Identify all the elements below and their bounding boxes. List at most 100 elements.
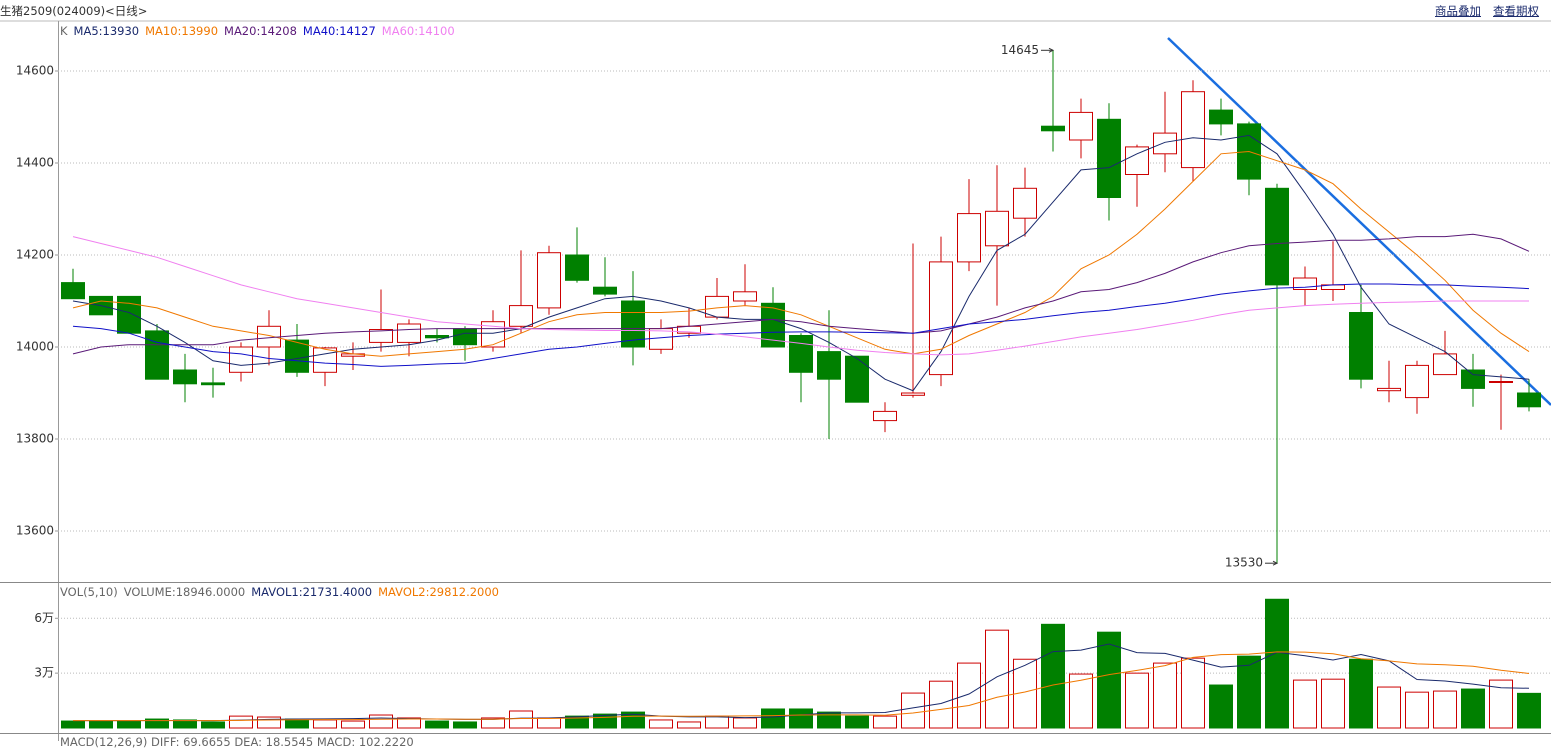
volume-bar: [761, 708, 785, 729]
y-tick-label: 14600: [16, 64, 54, 78]
candle-body: [1433, 353, 1457, 376]
candle-body: [145, 330, 169, 380]
legend-entry: MA20:14208: [224, 24, 297, 38]
volume-bar: [117, 720, 141, 729]
title: 生猪2509(024009)<日线>: [0, 4, 148, 18]
legend: K MA5:13930 MA10:13990 MA20:14208 MA40:1412…: [60, 24, 455, 38]
volume-bar: [1461, 688, 1485, 729]
volume-bar: [313, 719, 337, 729]
volume-bar: [229, 715, 253, 729]
volume-bar: [481, 717, 505, 729]
volume-bar: [901, 692, 925, 729]
candle-body: [117, 295, 141, 334]
candle-body: [453, 328, 477, 346]
volume-bar: [145, 718, 169, 729]
candle-body: [397, 323, 421, 343]
candle-body: [1041, 125, 1065, 132]
candle-body: [509, 305, 533, 327]
candle-body: [957, 213, 981, 263]
volume-bar: [1181, 657, 1205, 729]
candle-body: [201, 382, 225, 386]
legend-entry: MA60:14100: [381, 24, 455, 38]
candle-body: [1489, 381, 1513, 383]
ma-line: [73, 651, 1530, 722]
candle-body: [1461, 369, 1485, 389]
volume-bar: [173, 719, 197, 729]
candle-body: [481, 321, 505, 348]
extreme-arrowhead: [1048, 47, 1055, 53]
link[interactable]: 查看期权: [1493, 4, 1539, 18]
candle-body: [537, 252, 561, 309]
candle-body: [1517, 392, 1541, 408]
ma-line: [72, 233, 1530, 355]
candle-body: [1405, 364, 1429, 399]
volume-bar: [537, 717, 561, 729]
volume-bar: [1265, 598, 1289, 729]
y-tick-label: 14400: [16, 156, 54, 170]
candle-body: [929, 261, 953, 376]
volume-bar: [649, 719, 673, 729]
volume-bar: [1433, 690, 1457, 729]
candle-body: [985, 210, 1009, 247]
volume-bar: [1013, 658, 1037, 729]
candle-body: [313, 347, 337, 373]
legend-label: VOLUME:18946.0000: [123, 585, 246, 599]
candle-body: [1349, 312, 1373, 380]
volume-bar: [677, 721, 701, 729]
extreme-arrowhead: [1272, 560, 1279, 566]
ma-line: [72, 134, 1530, 392]
volume-bar: [957, 662, 981, 729]
volume-bar: [453, 721, 477, 729]
candle-body: [1209, 109, 1233, 125]
volume-bar: [705, 715, 729, 729]
candle-body: [369, 329, 393, 343]
legend-entry: MAVOL1:21731.4000: [251, 585, 373, 599]
volume-bar: [61, 720, 85, 729]
candle-body: [1265, 187, 1289, 286]
volume-bar: [565, 715, 589, 729]
volume-bar: [817, 711, 841, 729]
volume-bar: [985, 629, 1009, 729]
volume-bar: [1209, 684, 1233, 729]
extreme-label: 13530: [1225, 556, 1263, 570]
candle-body: [817, 351, 841, 380]
volume-bar: [1125, 672, 1149, 729]
candle-body: [1153, 132, 1177, 155]
volume-bar: [873, 715, 897, 729]
volume-bar: [1405, 691, 1429, 729]
volume-bar: [929, 680, 953, 729]
y-tick-label: 13600: [16, 524, 54, 538]
link[interactable]: 商品叠加: [1435, 4, 1481, 18]
ma-line: [72, 150, 1530, 357]
candle-body: [173, 369, 197, 385]
candle-body: [1377, 387, 1401, 392]
volume-bar: [1069, 673, 1093, 729]
candle-body: [565, 254, 589, 281]
extreme-label: 14645: [1001, 43, 1039, 57]
y-tick-label: 14000: [16, 340, 54, 354]
y-tick-label: 3万: [34, 666, 54, 680]
volume-bar: [257, 716, 281, 729]
macd-label: MACD(12,26,9) DIFF: 69.6655 DEA: 18.5545…: [60, 735, 414, 749]
link-bar: 商品叠加 查看期权: [1435, 4, 1539, 18]
volume-bar: [845, 715, 869, 729]
volume-bar: [425, 720, 449, 729]
candle-body: [61, 282, 85, 300]
volume-bar: [509, 710, 533, 729]
candle-body: [1013, 187, 1037, 219]
volume-bar: [369, 714, 393, 729]
legend-label: VOL(5,10): [60, 585, 118, 599]
legend: VOL(5,10) VOLUME:18946.0000 MAVOL1:21731…: [60, 585, 499, 599]
candle-body: [1069, 111, 1093, 141]
ma-line: [72, 283, 1530, 367]
candle-body: [845, 355, 869, 403]
candle-body: [425, 335, 449, 339]
candle-body: [733, 291, 757, 302]
candle-body: [873, 410, 897, 422]
volume-bar: [285, 718, 309, 729]
volume-bar: [1321, 678, 1345, 729]
candle-body: [229, 346, 253, 373]
volume-bar: [1517, 692, 1541, 729]
volume-bar: [1097, 631, 1121, 729]
